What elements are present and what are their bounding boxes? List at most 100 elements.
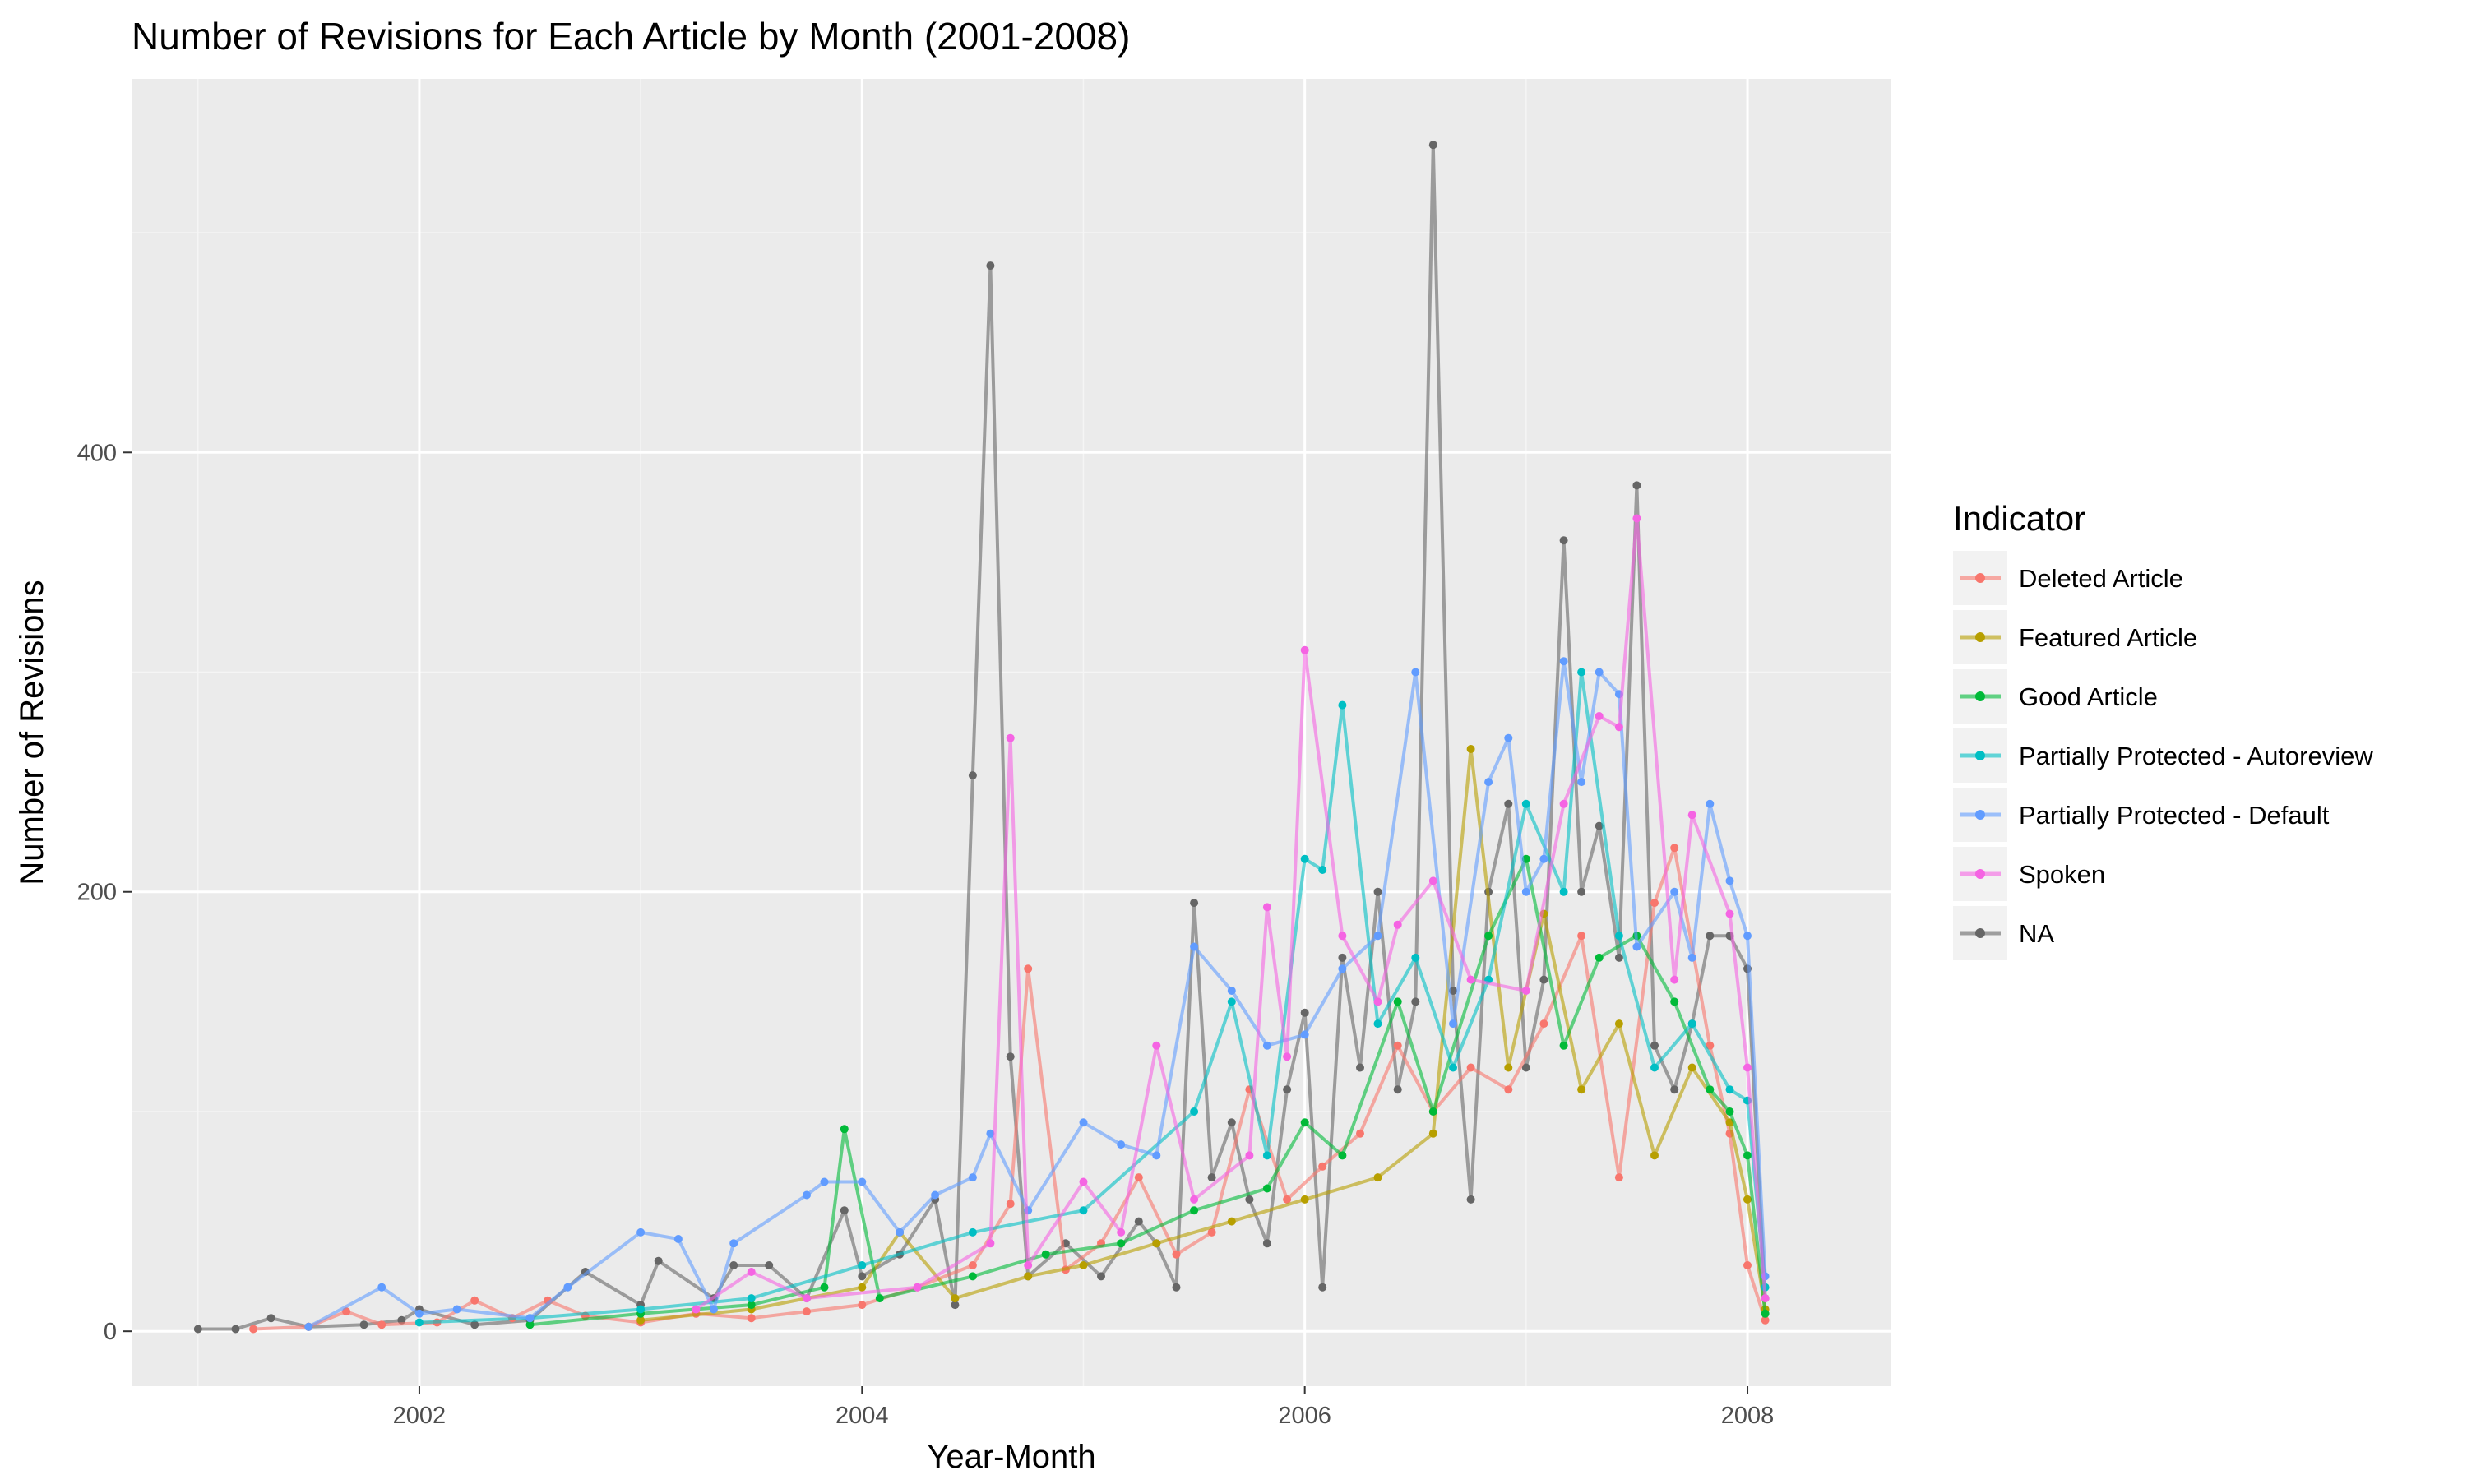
x-tick-label: 2006 — [1278, 1403, 1331, 1429]
data-point — [1097, 1272, 1105, 1281]
data-point — [858, 1261, 867, 1269]
data-point — [1539, 975, 1548, 984]
data-point — [1650, 1063, 1659, 1072]
data-point — [803, 1307, 811, 1316]
data-point — [951, 1294, 960, 1303]
data-point — [1079, 1177, 1088, 1186]
data-point — [747, 1301, 756, 1310]
data-point — [1393, 997, 1402, 1006]
data-point — [1152, 1151, 1161, 1160]
y-axis-label: Number of Revisions — [14, 580, 50, 885]
series-line — [419, 670, 1767, 1325]
data-point — [1595, 953, 1604, 962]
data-point — [1706, 1085, 1715, 1094]
x-tick-label: 2004 — [835, 1403, 889, 1429]
data-point — [1504, 799, 1513, 808]
series-line — [308, 659, 1767, 1329]
data-point — [1539, 854, 1548, 863]
data-point — [1687, 811, 1696, 820]
data-point — [1356, 1063, 1364, 1072]
data-point — [1650, 1041, 1659, 1050]
data-point — [1743, 932, 1752, 941]
data-point — [470, 1296, 479, 1305]
legend-label: Deleted Article — [2019, 564, 2183, 593]
data-point — [896, 1227, 905, 1237]
legend-marker — [1975, 691, 1985, 701]
data-point — [1338, 700, 1347, 710]
data-point — [709, 1305, 718, 1314]
data-point — [951, 1301, 960, 1310]
data-point — [1466, 1063, 1475, 1072]
data-point — [1283, 1085, 1292, 1094]
data-point — [1559, 799, 1568, 808]
data-point — [525, 1314, 535, 1323]
data-point — [470, 1320, 479, 1329]
data-point — [1706, 1041, 1715, 1050]
legend-marker — [1975, 751, 1985, 760]
data-point — [1577, 887, 1586, 896]
series-line — [640, 747, 1767, 1322]
data-point — [1373, 1019, 1382, 1029]
data-point — [1245, 1195, 1254, 1204]
data-point — [1207, 1173, 1216, 1182]
data-point — [1595, 668, 1604, 677]
data-point — [1466, 745, 1475, 753]
data-point — [1632, 481, 1641, 490]
data-point — [1300, 645, 1309, 654]
data-point — [1761, 1315, 1770, 1325]
legend: Deleted Article Featured Article Good Arti… — [1953, 551, 2373, 960]
data-point — [1373, 997, 1382, 1006]
data-point — [1484, 778, 1493, 787]
data-point — [1595, 821, 1604, 830]
data-point — [1227, 1217, 1236, 1226]
data-point — [1006, 1200, 1015, 1209]
data-point — [858, 1283, 867, 1292]
data-point — [1152, 1239, 1161, 1248]
data-point — [1614, 1019, 1623, 1029]
data-point — [1650, 1151, 1659, 1160]
data-point — [1411, 997, 1420, 1006]
legend-label: NA — [2019, 919, 2054, 948]
data-point — [1338, 932, 1347, 941]
data-point — [1190, 1195, 1199, 1204]
data-point — [1262, 1184, 1271, 1193]
data-point — [1632, 942, 1641, 951]
data-point — [563, 1283, 572, 1292]
data-point — [1411, 953, 1420, 962]
data-point — [1614, 723, 1623, 732]
y-tick-label: 400 — [77, 440, 117, 466]
data-point — [1245, 1151, 1254, 1160]
data-point — [1559, 887, 1568, 896]
y-tick-label: 0 — [104, 1319, 117, 1345]
data-point — [1283, 1052, 1292, 1061]
data-point — [1466, 975, 1475, 984]
data-point — [1227, 997, 1236, 1006]
data-point — [452, 1305, 461, 1314]
series-line — [197, 143, 1767, 1331]
data-point — [1687, 953, 1696, 962]
y-tick-label: 200 — [77, 880, 117, 906]
legend-label: Partially Protected - Default — [2019, 801, 2330, 830]
data-point — [1393, 1041, 1402, 1050]
data-point — [377, 1320, 386, 1329]
data-point — [1373, 932, 1382, 941]
data-point — [1079, 1206, 1088, 1215]
x-tick-label: 2008 — [1721, 1403, 1775, 1429]
data-point — [747, 1314, 756, 1323]
data-point — [1743, 1151, 1752, 1160]
data-point — [1687, 1019, 1696, 1029]
data-point — [986, 1239, 995, 1248]
data-point — [1134, 1217, 1143, 1226]
data-point — [1262, 1151, 1271, 1160]
data-point — [1152, 1041, 1161, 1050]
data-point — [1521, 799, 1530, 808]
data-point — [1504, 733, 1513, 742]
data-point — [1006, 733, 1015, 742]
data-point — [858, 1301, 867, 1310]
series-spoken — [692, 514, 1770, 1314]
data-point — [913, 1283, 922, 1292]
chart-title: Number of Revisions for Each Article by … — [132, 15, 1130, 58]
legend-marker — [1975, 869, 1985, 879]
data-point — [1687, 1063, 1696, 1072]
